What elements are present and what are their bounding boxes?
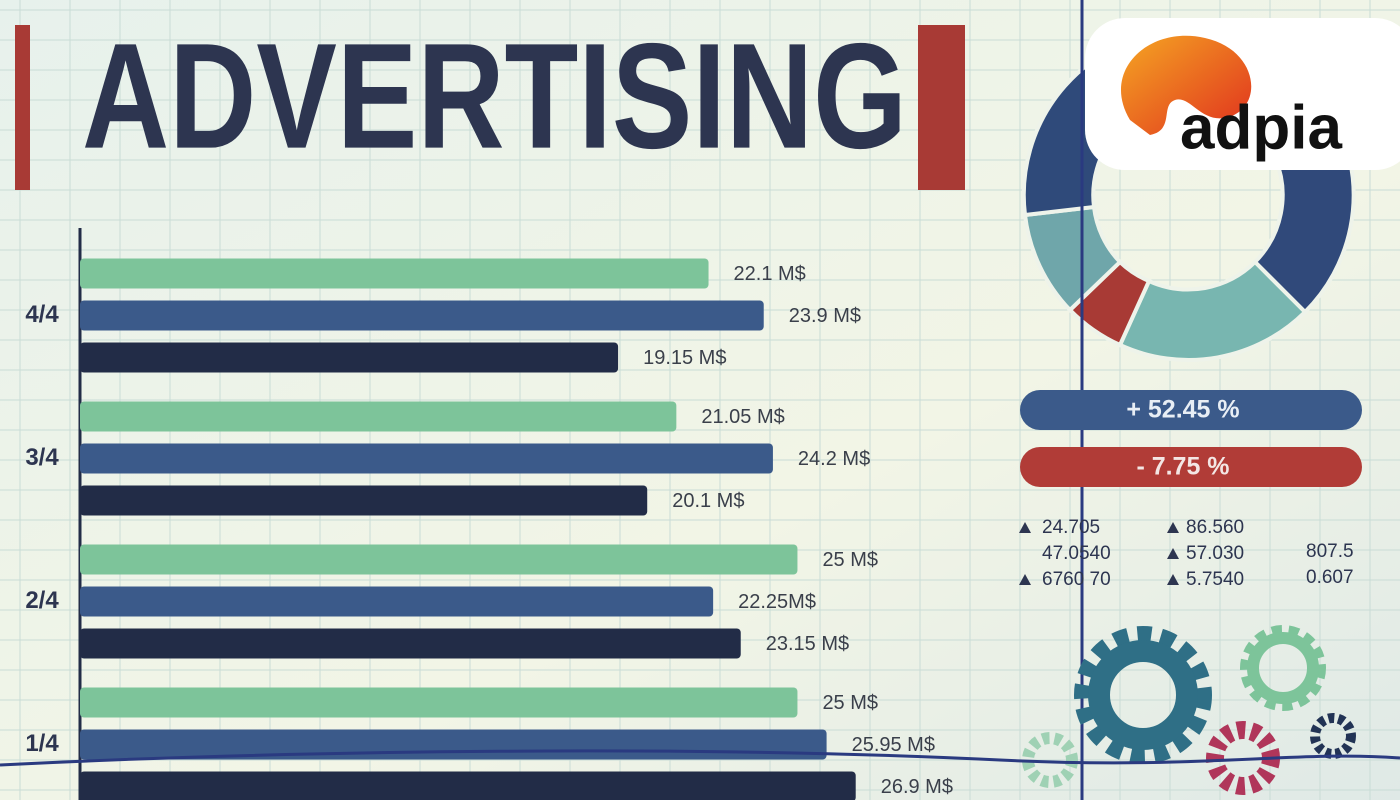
up-arrow (1167, 548, 1179, 559)
bar (80, 258, 709, 289)
badge (1020, 447, 1362, 487)
bar (80, 687, 798, 718)
gear (1022, 732, 1078, 788)
badge-text: - 7.75 % (1136, 453, 1229, 481)
value-label: 25 M$ (822, 692, 878, 714)
title-bar-right (918, 25, 965, 190)
value-label: 22.25M$ (738, 591, 816, 613)
stat: 5.7540 (1186, 569, 1244, 590)
value-label: 25.95 M$ (852, 734, 935, 756)
value-label: 24.2 M$ (798, 448, 870, 470)
stat: 6760 70 (1042, 569, 1111, 590)
value-label: 26.9 M$ (881, 776, 953, 798)
logo-mark (1120, 35, 1252, 135)
logo-text: adpia (1180, 93, 1342, 162)
up-arrow (1019, 522, 1031, 533)
up-arrow (1019, 574, 1031, 585)
bar-chart: 4/4 22.1 M$ 23.9 M$ 19.15 M$ 3/4 21.05 M$ 24.2… (25, 258, 953, 800)
bar (80, 628, 741, 659)
bar (80, 729, 827, 760)
up-arrow (1167, 522, 1179, 533)
gear (1247, 632, 1319, 704)
wire (0, 749, 1400, 767)
gears (1022, 625, 1356, 795)
stat: 0.607 (1306, 567, 1354, 588)
gear (1310, 713, 1356, 759)
bar (80, 401, 677, 432)
up-arrow (1167, 574, 1179, 585)
value-label: 23.9 M$ (789, 305, 861, 327)
badge (1020, 390, 1362, 430)
gear (1088, 640, 1198, 750)
stat: 807.5 (1306, 541, 1354, 562)
category-label: 1/4 (25, 730, 59, 757)
title: ADVERTISING (82, 12, 907, 180)
stats: 24.705 86.560 47.0540 57.030 807.5 6760 … (1019, 517, 1354, 590)
category-label: 3/4 (25, 444, 59, 471)
badge-text: + 52.45 % (1126, 396, 1239, 424)
stat: 86.560 (1186, 517, 1244, 538)
bar (80, 771, 856, 800)
value-label: 20.1 M$ (672, 490, 744, 512)
bar (80, 544, 798, 575)
bar (80, 586, 714, 617)
stat: 57.030 (1186, 543, 1244, 564)
category-label: 4/4 (25, 301, 59, 328)
stat: 24.705 (1042, 517, 1100, 538)
value-label: 23.15 M$ (766, 633, 849, 655)
bar (80, 443, 773, 474)
stat: 47.0540 (1042, 543, 1111, 564)
value-label: 19.15 M$ (643, 347, 726, 369)
value-label: 21.05 M$ (701, 406, 784, 428)
bar (80, 300, 764, 331)
value-label: 25 M$ (822, 549, 878, 571)
value-label: 22.1 M$ (734, 263, 806, 285)
category-label: 2/4 (25, 587, 59, 614)
bar (80, 485, 648, 516)
bar (80, 342, 619, 373)
title-bar-left (15, 25, 30, 190)
